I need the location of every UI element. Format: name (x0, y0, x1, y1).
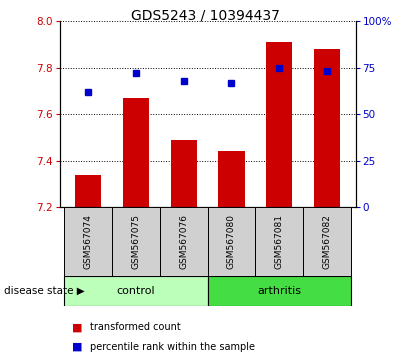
Bar (112, 207, 160, 276)
Text: GDS5243 / 10394437: GDS5243 / 10394437 (131, 9, 280, 23)
Text: GSM567075: GSM567075 (132, 214, 141, 269)
Bar (266, 42, 292, 207)
Text: disease state ▶: disease state ▶ (4, 286, 85, 296)
Text: GSM567081: GSM567081 (275, 214, 284, 269)
Text: GSM567074: GSM567074 (84, 214, 93, 269)
Bar (303, 207, 351, 276)
Bar (255, 207, 303, 276)
Text: ■: ■ (72, 322, 83, 332)
Bar (208, 276, 351, 306)
Text: GSM567080: GSM567080 (227, 214, 236, 269)
Text: GSM567076: GSM567076 (179, 214, 188, 269)
Text: ■: ■ (72, 342, 83, 352)
Bar (208, 207, 255, 276)
Text: arthritis: arthritis (257, 286, 301, 296)
Bar (75, 175, 102, 207)
Bar (65, 207, 112, 276)
Bar (160, 207, 208, 276)
Bar (65, 276, 208, 306)
Bar (218, 151, 245, 207)
Text: percentile rank within the sample: percentile rank within the sample (90, 342, 255, 352)
Text: control: control (117, 286, 155, 296)
Bar (171, 140, 197, 207)
Bar (314, 49, 340, 207)
Text: transformed count: transformed count (90, 322, 181, 332)
Bar (123, 98, 149, 207)
Text: GSM567082: GSM567082 (322, 214, 331, 269)
